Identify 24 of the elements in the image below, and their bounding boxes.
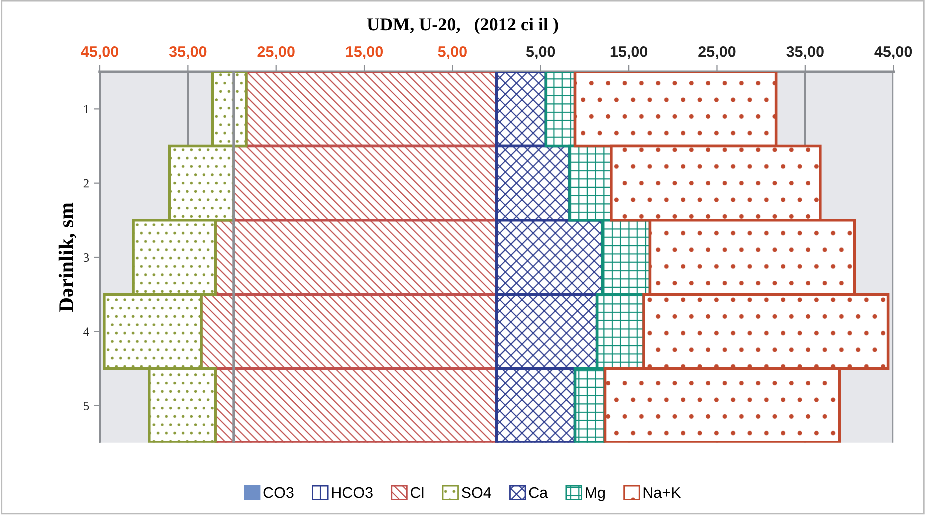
y-axis-title: Dərinlik, sm — [58, 202, 77, 312]
y-tick-label: 2 — [84, 179, 89, 188]
legend-label: Mg — [586, 488, 605, 502]
y-tick-label: 3 — [84, 254, 90, 262]
x-tick-label: 25,00 — [258, 46, 295, 60]
legend-label: HCO3 — [332, 487, 373, 498]
y-tick-label: 5 — [84, 402, 90, 410]
x-tick-label: 35,00 — [786, 46, 824, 60]
x-tick-label: 5,00 — [526, 46, 556, 60]
y-tick-label: 1 — [84, 105, 89, 114]
x-tick-label: 5,00 — [438, 46, 467, 60]
legend-label: SO4 — [462, 487, 492, 498]
legend-label: Ca — [529, 487, 548, 498]
legend-label: Cl — [411, 487, 424, 498]
x-tick-label: 15,00 — [610, 46, 648, 60]
x-tick-label: 45,00 — [81, 46, 118, 60]
y-tick-label: 4 — [84, 328, 90, 336]
x-tick-label: 45,00 — [874, 46, 912, 60]
x-tick-label: 25,00 — [698, 46, 736, 60]
x-tick-label: 35,00 — [169, 46, 207, 60]
legend-label: CO3 — [264, 487, 294, 498]
chart-title: UDM, U-20, (2012 ci il ) — [367, 18, 558, 34]
legend-label: Na+K — [644, 488, 682, 498]
x-tick-label: 15,00 — [346, 46, 384, 60]
